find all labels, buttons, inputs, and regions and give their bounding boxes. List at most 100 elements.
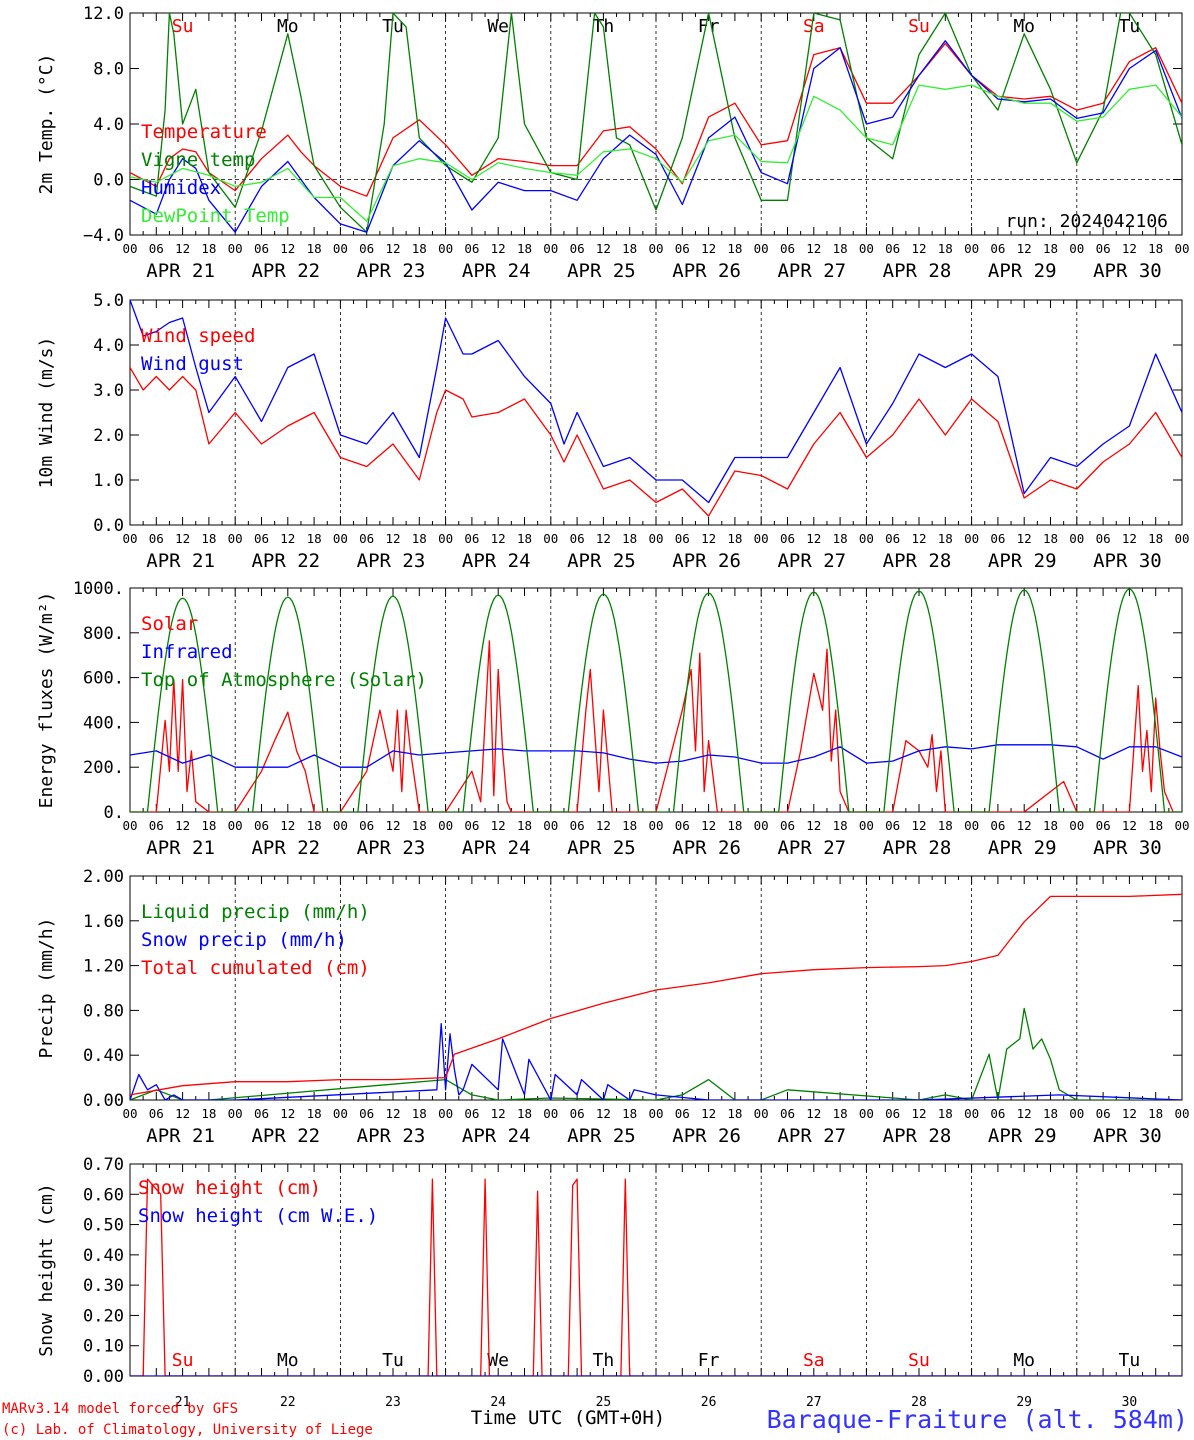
hour-tick-label: 06	[675, 1106, 690, 1121]
date-label: APR 29	[988, 837, 1057, 859]
hour-tick-label: 06	[464, 531, 479, 546]
hour-tick-label: 18	[833, 531, 848, 546]
date-label: APR 28	[883, 550, 952, 572]
hour-tick-label: 00	[543, 531, 558, 546]
y-tick-label: 1000.	[73, 579, 124, 599]
hour-tick-label: 00	[859, 1106, 874, 1121]
y-tick-label: 200.	[83, 758, 124, 778]
hour-tick-label: 00	[964, 531, 979, 546]
hour-tick-label: 00	[1174, 241, 1189, 256]
y-tick-label: 0.80	[83, 1001, 124, 1021]
hour-tick-label: 00	[1069, 1106, 1084, 1121]
hour-tick-label: 12	[596, 531, 611, 546]
hour-tick-label: 00	[1174, 531, 1189, 546]
hour-tick-label: 12	[175, 818, 190, 833]
date-label: APR 25	[567, 550, 636, 572]
hour-tick-label: 18	[622, 818, 637, 833]
date-label: APR 28	[883, 1125, 952, 1147]
hour-tick-label: 18	[622, 1106, 637, 1121]
hour-tick-label: 00	[122, 1106, 137, 1121]
hour-tick-label: 06	[885, 1106, 900, 1121]
date-label: APR 26	[672, 1125, 741, 1147]
x-axis-title: Time UTC (GMT+0H)	[471, 1407, 665, 1429]
legend-snow-precip-mm-h: Snow precip (mm/h)	[141, 929, 347, 951]
date-label: APR 30	[1093, 837, 1162, 859]
hour-tick-label: 06	[359, 818, 374, 833]
hour-tick-label: 12	[175, 241, 190, 256]
y-tick-label: 0.70	[83, 1155, 124, 1175]
hour-tick-label: 06	[1096, 818, 1111, 833]
hour-tick-label: 00	[543, 818, 558, 833]
hour-tick-label: 18	[517, 531, 532, 546]
date-label: APR 21	[146, 1125, 215, 1147]
hour-tick-label: 00	[1174, 818, 1189, 833]
date-label: APR 22	[251, 837, 320, 859]
hour-tick-label: 18	[727, 241, 742, 256]
hour-tick-label: 12	[701, 241, 716, 256]
panel-5: 0.70 0.60 0.50 0.40 0.30 0.20 0.10 0.00 Snow hei…	[36, 1155, 1183, 1410]
hour-tick-label: 00	[122, 241, 137, 256]
y-tick-label: 0.00	[83, 1367, 124, 1387]
series-line-liquid-precip-mm-h	[130, 1007, 1182, 1100]
hour-tick-label: 06	[675, 531, 690, 546]
hour-tick-label: 00	[438, 1106, 453, 1121]
y-axis-title: Precip (mm/h)	[36, 918, 57, 1059]
hour-tick-label: 00	[964, 241, 979, 256]
hour-tick-label: 18	[833, 241, 848, 256]
date-label: APR 30	[1093, 550, 1162, 572]
legend-vigne-temp: Vigne temp	[141, 149, 255, 171]
day-number-label: 26	[701, 1395, 717, 1410]
day-number-label: 23	[385, 1395, 401, 1410]
y-tick-label: 12.0	[83, 4, 124, 24]
hour-tick-label: 12	[280, 241, 295, 256]
y-tick-label: 0.50	[83, 1216, 124, 1236]
series-line-total-cumulated-cm	[130, 893, 1182, 1096]
hour-tick-label: 00	[333, 1106, 348, 1121]
hour-tick-label: 12	[596, 241, 611, 256]
y-tick-label: 0.0	[93, 516, 124, 536]
hour-tick-label: 00	[1069, 818, 1084, 833]
hour-tick-label: 06	[990, 531, 1005, 546]
series-group	[130, 893, 1182, 1100]
hour-tick-label: 12	[596, 818, 611, 833]
weekday-label: Su	[908, 1350, 930, 1371]
y-tick-label: 800.	[83, 624, 124, 644]
weekday-label: Sa	[803, 1350, 825, 1371]
legend-infrared: Infrared	[141, 641, 233, 663]
date-label: APR 21	[146, 550, 215, 572]
hour-tick-label: 12	[385, 1106, 400, 1121]
hour-tick-label: 00	[228, 818, 243, 833]
date-label: APR 22	[251, 550, 320, 572]
hour-tick-label: 00	[122, 818, 137, 833]
y-axis-title: Energy fluxes (W/m²)	[36, 592, 57, 809]
y-axis-title: 10m Wind (m/s)	[36, 337, 57, 489]
hour-tick-label: 18	[938, 1106, 953, 1121]
hour-tick-label: 06	[570, 1106, 585, 1121]
weekday-label: We	[487, 16, 509, 37]
hour-tick-label: 00	[1069, 241, 1084, 256]
day-number-label: 25	[596, 1395, 612, 1410]
weekday-label: Su	[908, 16, 930, 37]
hour-tick-label: 06	[675, 818, 690, 833]
hour-tick-label: 06	[464, 241, 479, 256]
hour-tick-label: 12	[911, 818, 926, 833]
legend-dewpoint-temp: DewPoint Temp	[141, 205, 290, 227]
date-label: APR 26	[672, 260, 741, 282]
hour-tick-label: 18	[727, 1106, 742, 1121]
legend-solar: Solar	[141, 613, 198, 635]
hour-tick-label: 06	[885, 241, 900, 256]
hour-tick-label: 12	[385, 531, 400, 546]
hour-tick-label: 06	[149, 531, 164, 546]
hour-tick-label: 06	[359, 241, 374, 256]
series-line-temperature	[130, 42, 1182, 197]
hour-tick-label: 12	[701, 818, 716, 833]
series-group	[130, 300, 1182, 517]
hour-tick-label: 12	[1017, 531, 1032, 546]
date-label: APR 25	[567, 260, 636, 282]
y-tick-label: 600.	[83, 669, 124, 689]
weekday-label: We	[487, 1350, 509, 1371]
date-label: APR 22	[251, 260, 320, 282]
weekday-label: Sa	[803, 16, 825, 37]
hour-tick-label: 12	[385, 241, 400, 256]
series-group	[130, 588, 1182, 812]
